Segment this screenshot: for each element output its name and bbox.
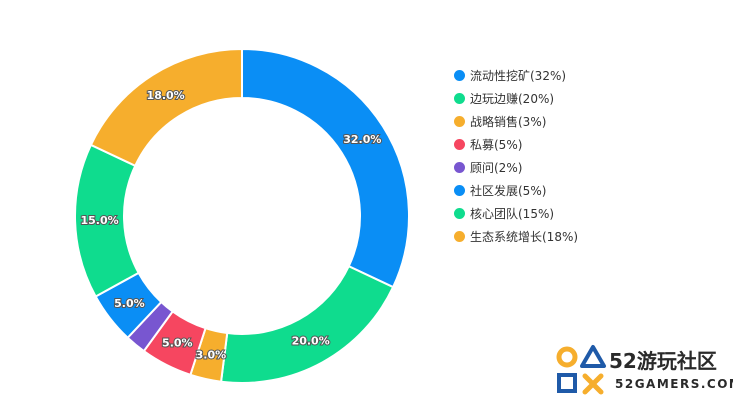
legend-label: 战略销售(3%) [470,115,547,129]
watermark-url: 52GAMERS.COM [615,377,733,391]
legend-swatch [454,70,465,81]
donut-slice-1 [241,47,410,289]
legend-label: 顾问(2%) [470,161,523,175]
donut-slice-2 [219,264,395,384]
legend-label: 核心团队(15%) [470,207,555,221]
legend-swatch [454,208,465,219]
legend-item-3[interactable]: 战略销售(3%) [454,110,578,133]
legend-item-4[interactable]: 私募(5%) [454,133,578,156]
legend-swatch [454,139,465,150]
legend-swatch [454,231,465,242]
legend-label: 社区发展(5%) [470,184,547,198]
slice-label-3: 3.0% [196,349,227,362]
legend-item-2[interactable]: 边玩边赚(20%) [454,87,578,110]
legend-label: 生态系统增长(18%) [470,230,579,244]
legend-item-6[interactable]: 社区发展(5%) [454,179,578,202]
legend-swatch [454,162,465,173]
slice-label-7: 15.0% [80,214,118,227]
legend-label: 边玩边赚(20%) [470,92,555,106]
legend-item-1[interactable]: 流动性挖矿(32%) [454,64,578,87]
legend-item-8[interactable]: 生态系统增长(18%) [454,225,578,248]
chart-legend: 流动性挖矿(32%) 边玩边赚(20%) 战略销售(3%) 私募(5%) 顾问(2%) 社… [454,64,578,248]
donut-slice-8 [89,47,243,168]
watermark-logo: 52游玩社区 52GAMERS.COM [555,343,733,399]
legend-label: 私募(5%) [470,138,523,152]
legend-swatch [454,185,465,196]
legend-swatch [454,116,465,127]
slice-label-2: 20.0% [292,334,330,347]
slice-label-1: 32.0% [343,133,381,146]
slice-label-8: 18.0% [147,89,185,102]
legend-item-5[interactable]: 顾问(2%) [454,156,578,179]
slice-label-6: 5.0% [114,297,145,310]
legend-swatch [454,93,465,104]
legend-item-7[interactable]: 核心团队(15%) [454,202,578,225]
legend-label: 流动性挖矿(32%) [470,69,567,83]
slice-label-4: 5.0% [162,336,193,349]
watermark-name: 52游玩社区 [609,349,717,373]
logo-shapes-icon [556,345,606,395]
